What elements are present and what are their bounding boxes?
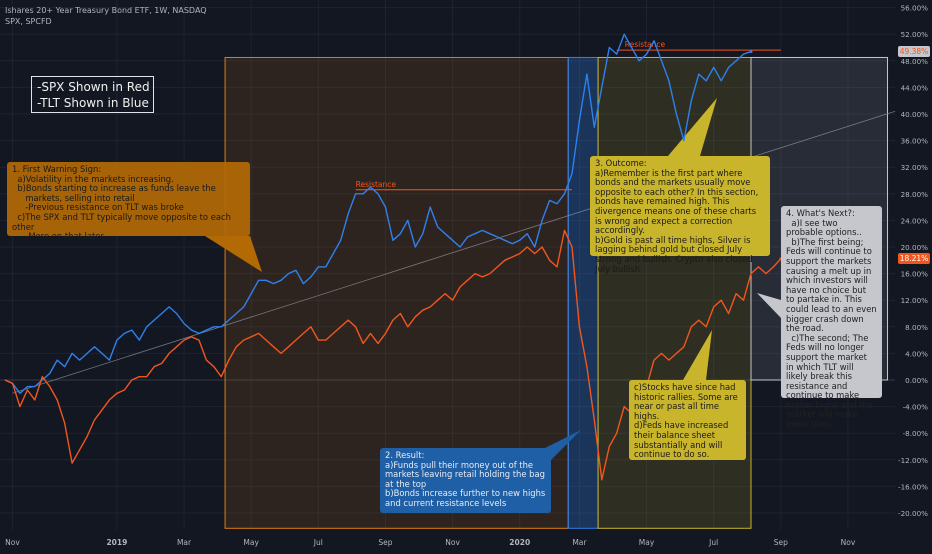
series-end-point-tlt [749,50,753,54]
y-tick-label: 48.00% [901,57,929,66]
x-tick-label: Jul [313,538,323,547]
note-whats-next: 4. What's Next?: a)I see two probable op… [781,206,882,429]
legend-tlt: -TLT Shown in Blue [37,96,149,110]
note-result: 2. Result: a)Funds pull their money out … [380,448,551,513]
y-tick-label: 28.00% [901,190,929,199]
y-tick-label: 40.00% [901,110,929,119]
y-tick-label: -16.00% [898,482,928,491]
y-tick-label: 24.00% [901,216,929,225]
resistance-label: Resistance [356,180,397,189]
y-tick-label: -20.00% [898,509,928,518]
x-tick-label: Mar [177,538,192,547]
x-tick-label: Nov [841,538,856,547]
x-tick-label: Mar [572,538,587,547]
x-tick-label: Sep [774,538,788,547]
y-tick-label: 8.00% [905,323,928,332]
y-tick-label: 32.00% [901,163,929,172]
note-stocks-feds: c)Stocks have since had historic rallies… [629,380,746,460]
y-tick-label: 56.00% [901,4,929,13]
y-tick-label: 52.00% [901,30,929,39]
y-tick-label: 20.00% [901,243,929,252]
last-value-badge-spx: 18.21% [898,252,930,264]
callout-pointer-4 [757,293,781,318]
y-tick-label: 12.00% [901,296,929,305]
last-value-badge-tlt: 49.38% [898,45,930,57]
callout-pointer-3 [668,98,717,156]
series-line-spx [4,229,782,481]
y-tick-label: 44.00% [901,83,929,92]
note-outcome: 3. Outcome: a)Remember is the first part… [590,156,770,273]
x-tick-label: 2020 [509,538,530,547]
x-tick-label: May [639,538,655,547]
zone-result [567,56,599,529]
y-tick-label: -4.00% [903,403,929,412]
y-tick-label: 0.00% [905,376,928,385]
x-tick-label: May [243,538,259,547]
legend-box: -SPX Shown in Red -TLT Shown in Blue [31,76,154,113]
x-tick-label: Nov [5,538,20,547]
y-tick-label: 16.00% [901,270,929,279]
resistance-label: Resistance [625,40,666,49]
y-tick-label: 4.00% [905,349,928,358]
x-tick-label: Jul [708,538,718,547]
callout-pointer-5 [683,330,712,380]
y-tick-label: -12.00% [898,456,928,465]
y-tick-label: -8.00% [903,429,929,438]
y-tick-label: 36.00% [901,137,929,146]
legend-spx: -SPX Shown in Red [37,80,150,94]
x-tick-label: Nov [445,538,460,547]
x-tick-label: 2019 [106,538,127,547]
series-line-tlt [4,33,752,394]
note-first-warning: 1. First Warning Sign: a)Volatility in t… [7,162,250,241]
chart-title: Ishares 20+ Year Treasury Bond ETF, 1W, … [5,6,207,15]
callout-pointer-1 [205,236,262,272]
x-tick-label: Sep [378,538,392,547]
compare-symbol: SPX, SPCFD [5,17,52,26]
callout-pointer-2 [545,430,581,460]
